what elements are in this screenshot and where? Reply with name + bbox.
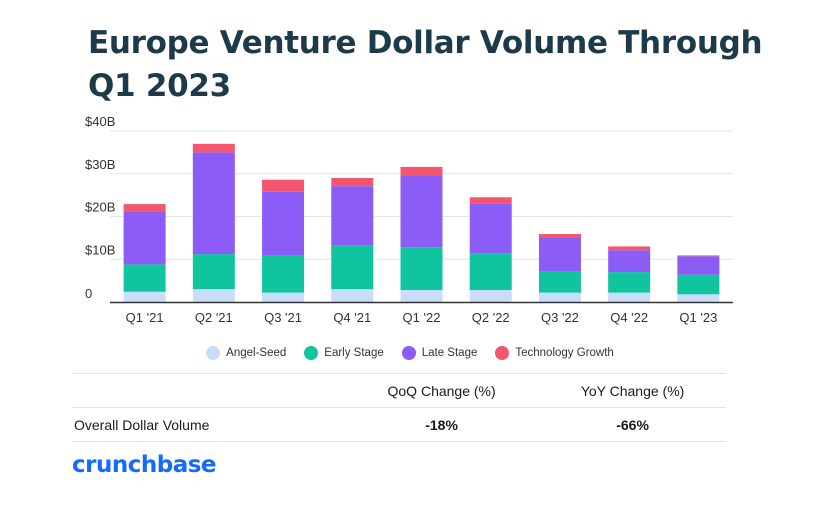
legend-item: Late Stage [401,346,478,360]
bar-segment-late-stage [262,191,305,255]
summary-row-overall: Overall Dollar Volume -18% -66% [72,407,726,442]
y-tick-label: $20B [85,200,115,215]
legend-item: Early Stage [304,346,384,360]
summary-header-row: QoQ Change (%) YoY Change (%) [72,373,726,408]
bar-segment-technology-growth [469,197,512,204]
bar-segment-angel-seed [123,291,166,302]
bar-segment-technology-growth [262,179,305,192]
summary-table: QoQ Change (%) YoY Change (%) Overall Do… [72,373,726,442]
summary-qoq-value: -18% [344,407,540,442]
x-tick-label: Q2 '22 [472,310,510,325]
x-tick-label: Q3 '22 [541,310,579,325]
bar-segment-early-stage [677,274,720,295]
bar-segment-late-stage [608,250,651,273]
bar-segment-angel-seed [677,294,720,302]
bar-segment-technology-growth [192,143,235,153]
bar-segment-early-stage [123,264,166,292]
x-tick-label: Q2 '21 [195,310,233,325]
bar-segment-late-stage [192,152,235,255]
bar-segment-technology-growth [677,255,720,257]
bars [123,143,720,302]
bar-segment-technology-growth [538,234,581,238]
bar-segment-late-stage [677,256,720,275]
summary-row-label: Overall Dollar Volume [72,407,344,442]
bar-segment-technology-growth [331,178,374,187]
x-tick-label: Q4 '22 [610,310,648,325]
bar-segment-early-stage [400,247,443,291]
y-tick-label: $40B [85,114,115,129]
bar-segment-early-stage [331,245,374,290]
bar-segment-early-stage [192,254,235,290]
bar-segment-late-stage [538,237,581,272]
crunchbase-logo: crunchbase [72,452,217,478]
bar-segment-late-stage [123,211,166,265]
bar-segment-angel-seed [192,289,235,302]
legend-swatch-icon [206,346,221,360]
legend-label: Early Stage [324,347,384,359]
summary-header-qoq: QoQ Change (%) [344,373,540,408]
chart-legend: Angel-Seed Early Stage Late Stage Technolog… [0,346,820,360]
chart-title: Europe Venture Dollar Volume Through Q1 … [88,25,763,104]
bar-segment-angel-seed [469,290,512,302]
bar-segment-early-stage [262,254,305,293]
legend-label: Angel-Seed [226,347,287,359]
y-tick-label: $30B [85,157,115,172]
bar-segment-early-stage [469,253,512,291]
summary-header-yoy: YoY Change (%) [539,373,726,408]
bar-segment-angel-seed [608,292,651,302]
legend-label: Late Stage [421,347,478,359]
bar-segment-late-stage [400,175,443,248]
bar-segment-late-stage [469,203,512,254]
x-axis-ticks: Q1 '21 Q2 '21 Q3 '21 Q4 '21 Q1 '22 Q2 '22 Q3 '… [126,310,718,325]
y-tick-label: $10B [85,242,115,257]
bar-segment-technology-growth [608,246,651,251]
bar-segment-angel-seed [538,292,581,302]
legend-swatch-icon [401,346,416,360]
x-tick-label: Q4 '21 [333,310,371,325]
bar-segment-technology-growth [123,204,166,212]
bar-segment-early-stage [608,272,651,293]
summary-header-blank [72,373,344,408]
legend-swatch-icon [304,346,319,360]
bar-segment-angel-seed [331,289,374,302]
legend-item: Angel-Seed [206,346,286,360]
x-tick-label: Q1 '22 [403,310,441,325]
stacked-bar-chart: 0 $10B $20B $30B $40B Q1 '21 Q2 '21 Q3 '21 Q4 '… [85,114,733,325]
legend-item: Technology Growth [495,346,614,360]
bar-segment-late-stage [331,186,374,246]
bar-segment-early-stage [538,271,581,293]
x-tick-label: Q1 '23 [679,310,717,325]
bar-segment-angel-seed [262,292,305,302]
x-tick-label: Q1 '21 [126,310,164,325]
bar-segment-technology-growth [400,166,443,176]
legend-swatch-icon [495,346,510,360]
x-tick-label: Q3 '21 [264,310,302,325]
legend-label: Technology Growth [515,347,614,359]
summary-yoy-value: -66% [539,407,726,442]
y-tick-label: 0 [85,286,92,301]
y-axis-ticks: 0 $10B $20B $30B $40B [85,114,115,301]
bar-segment-angel-seed [400,290,443,302]
